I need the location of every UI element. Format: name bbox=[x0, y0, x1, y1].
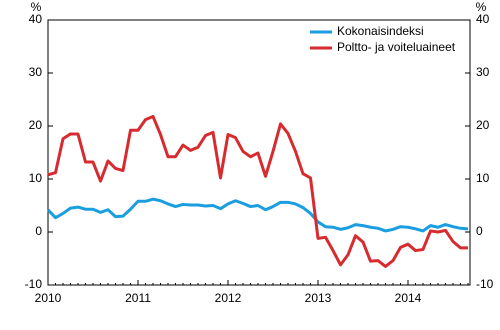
x-tick-label: 2010 bbox=[35, 291, 62, 305]
y2-tick-label: 30 bbox=[476, 65, 490, 79]
y2-axis-label: % bbox=[476, 0, 487, 14]
y-axis-label: % bbox=[31, 0, 42, 14]
y-tick-label: 20 bbox=[29, 118, 43, 132]
x-tick-label: 2013 bbox=[305, 291, 332, 305]
y2-tick-label: 10 bbox=[476, 171, 490, 185]
x-tick-label: 2012 bbox=[215, 291, 242, 305]
y2-tick-label: 0 bbox=[476, 224, 483, 238]
y-tick-label: 10 bbox=[29, 171, 43, 185]
y-tick-label: 40 bbox=[29, 12, 43, 26]
x-tick-label: 2014 bbox=[395, 291, 422, 305]
y-tick-label: 0 bbox=[35, 224, 42, 238]
y2-tick-label: 40 bbox=[476, 12, 490, 26]
y-tick-label: -10 bbox=[25, 277, 43, 291]
series-line bbox=[47, 114, 468, 268]
y2-tick-label: 20 bbox=[476, 118, 490, 132]
series-line bbox=[46, 197, 469, 233]
y-tick-label: 30 bbox=[29, 65, 43, 79]
legend-label: Kokonaisindeksi bbox=[337, 24, 424, 38]
plot-frame bbox=[47, 19, 471, 286]
legend-label: Poltto- ja voiteluaineet bbox=[337, 40, 456, 54]
y2-tick-label: -10 bbox=[476, 277, 494, 291]
x-tick-label: 2011 bbox=[125, 291, 151, 305]
